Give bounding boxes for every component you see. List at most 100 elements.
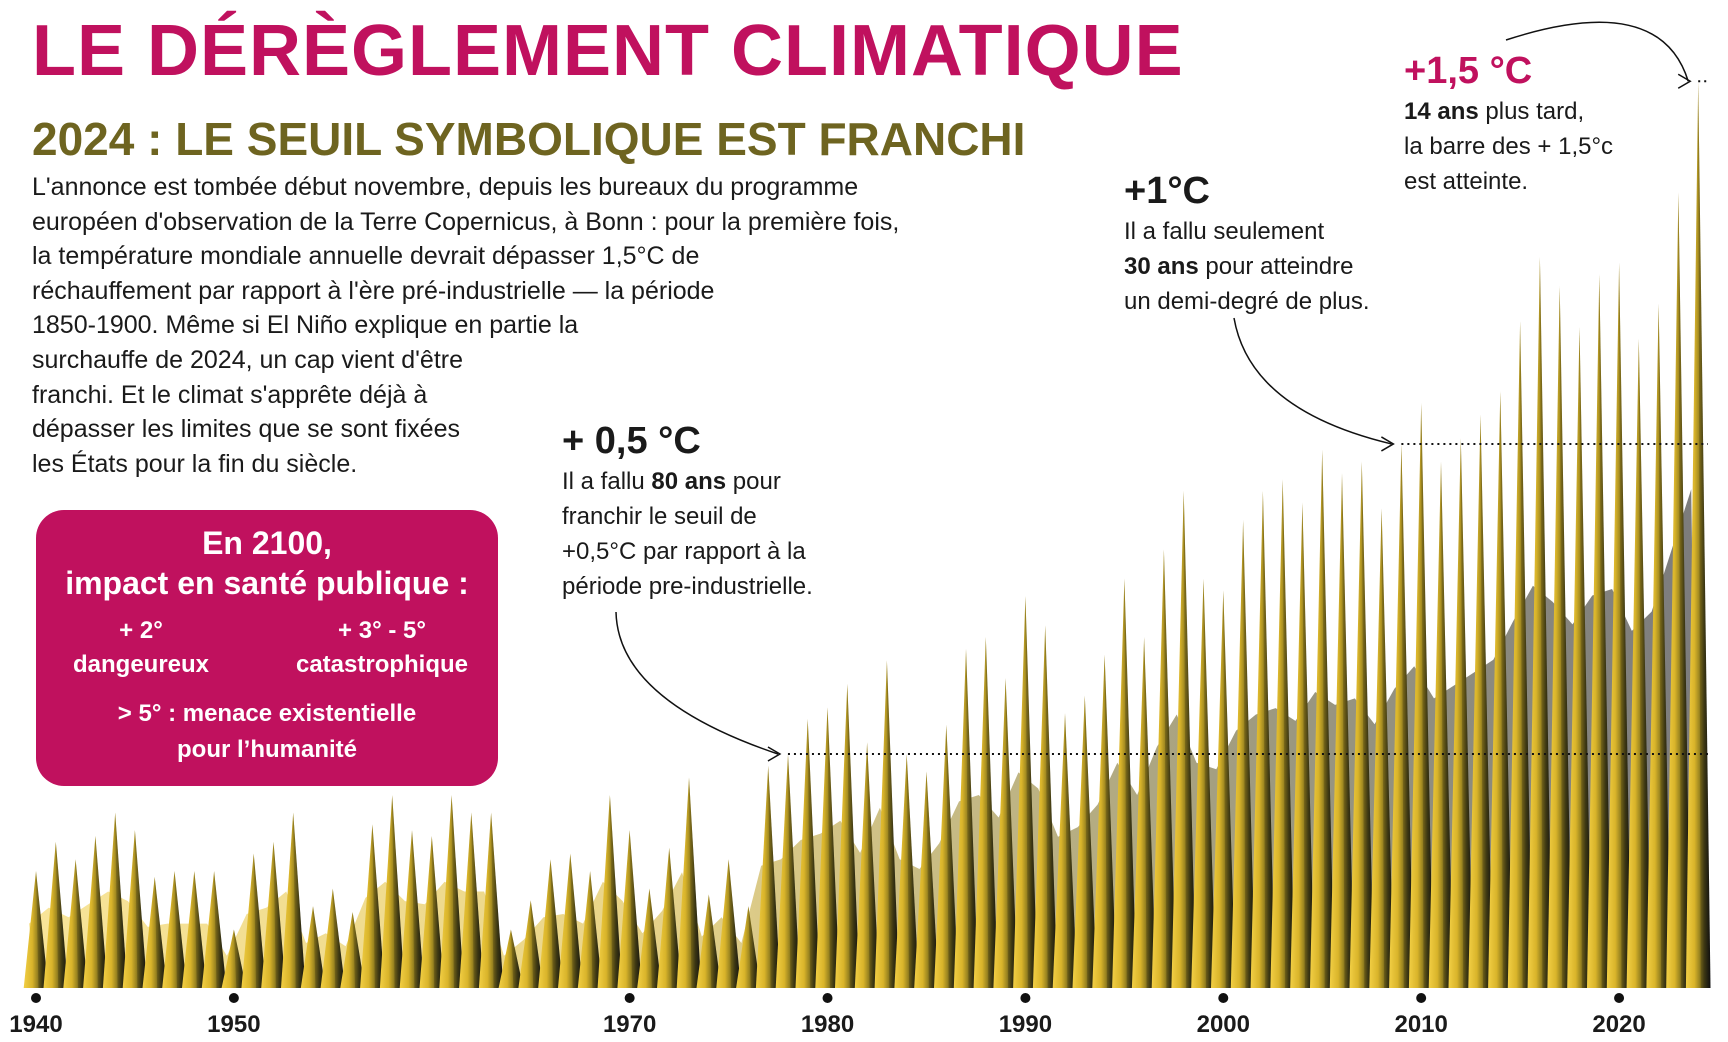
spike-shade-2003 [1282, 479, 1295, 988]
spike-2006 [1329, 473, 1355, 988]
spike-1995 [1112, 578, 1137, 988]
spike-1998 [1171, 490, 1196, 988]
annotation-arrow [1505, 21, 1689, 82]
annotation-half-degree-value: + 0,5 °C [562, 420, 701, 462]
box-col1-label: dangeureux [72, 651, 210, 678]
spike-1981 [835, 683, 860, 988]
box-col1-value: + 2° [119, 617, 163, 644]
spike-1975 [716, 859, 741, 988]
spike-shade-2011 [1441, 461, 1454, 988]
spike-shade-1994 [1104, 654, 1117, 988]
spike-shade-1950 [233, 929, 247, 988]
spike-2000 [1211, 590, 1236, 988]
spikes-layer [23, 81, 1711, 989]
spike-shade-1995 [1124, 578, 1137, 988]
spike-1957 [360, 824, 385, 988]
spike-shade-1978 [788, 754, 801, 988]
spike-shade-2007 [1361, 461, 1375, 988]
spike-1951 [241, 853, 266, 988]
spike-shade-1991 [1045, 625, 1058, 988]
spike-1999 [1191, 578, 1216, 988]
arrow-head-icon [1381, 436, 1395, 452]
spike-shade-1999 [1203, 578, 1216, 988]
spike-shade-2022 [1658, 303, 1671, 989]
spike-2013 [1468, 414, 1493, 988]
spike-1954 [300, 906, 326, 988]
intro-line: dépasser les limites que se sont fixées [32, 415, 460, 444]
spike-1992 [1052, 713, 1078, 988]
spike-shade-1944 [115, 812, 128, 988]
spike-1973 [676, 777, 702, 988]
spike-2023 [1666, 192, 1691, 988]
box-bottom-line2: pour l’humanité [177, 736, 357, 763]
x-tick-dot [822, 993, 833, 1003]
x-tick-label: 1990 [999, 1011, 1052, 1038]
spike-2007 [1349, 461, 1375, 988]
spike-shade-1960 [431, 835, 444, 988]
spike-2003 [1270, 479, 1295, 988]
spike-1953 [281, 812, 306, 988]
spike-1963 [478, 812, 504, 988]
spike-shade-1983 [886, 660, 900, 988]
spike-shade-1992 [1065, 713, 1078, 988]
spike-2008 [1369, 508, 1394, 988]
spike-2011 [1428, 461, 1454, 988]
spike-shade-2016 [1539, 256, 1553, 988]
thresholds-layer [615, 21, 1708, 762]
spike-1972 [657, 847, 682, 988]
spike-shade-2023 [1678, 192, 1691, 988]
arrow-head-icon [767, 746, 782, 762]
spike-2015 [1507, 321, 1533, 989]
spike-shade-2009 [1401, 443, 1414, 988]
intro-line: la température mondiale annuelle devrait… [32, 242, 700, 271]
spike-shade-1941 [55, 841, 69, 988]
x-tick-label: 1970 [603, 1011, 656, 1038]
box-col2-value: + 3° - 5° [338, 617, 426, 644]
spike-shade-1943 [95, 835, 108, 988]
annotation-half-degree: + 0,5 °C Il a fallu 80 ans pour franchir… [562, 418, 813, 604]
spike-shade-1957 [372, 824, 385, 988]
spike-shade-1962 [471, 812, 484, 988]
spike-1941 [43, 841, 69, 988]
spike-shade-2010 [1421, 403, 1434, 988]
annotation-one-half-degree-line: est atteinte. [1404, 168, 1529, 195]
annotation-one-half-degree-line: 14 ans plus tard, [1404, 98, 1585, 125]
annotation-one-half-degree: +1,5 °C 14 ans plus tard, la barre des +… [1404, 48, 1613, 199]
spike-1948 [182, 871, 207, 988]
spike-shade-1987 [966, 648, 979, 988]
spike-1942 [63, 859, 88, 988]
spike-shade-1947 [174, 871, 187, 988]
spike-1952 [261, 841, 286, 988]
x-tick-dot [1614, 993, 1625, 1003]
spike-shade-1964 [510, 929, 524, 988]
box-col2-label: catastrophique [295, 651, 469, 678]
spike-1950 [221, 929, 247, 988]
annotation-half-degree-line: +0,5°C par rapport à la [562, 538, 806, 565]
spike-shade-1988 [985, 637, 999, 988]
spike-1984 [894, 754, 919, 988]
spike-shade-1985 [926, 771, 939, 988]
spike-1943 [83, 835, 108, 988]
spike-2019 [1587, 274, 1612, 988]
spike-1976 [736, 906, 761, 988]
x-tick-dot [1020, 993, 1031, 1003]
annotation-one-half-degree-line: la barre des + 1,5°c [1404, 133, 1614, 160]
spike-2009 [1389, 443, 1414, 988]
intro-line: réchauffement par rapport à l'ère pré-in… [32, 276, 715, 305]
intro-line: les États pour la fin du siècle. [32, 449, 358, 478]
x-tick-label: 2020 [1592, 1011, 1645, 1038]
spike-1991 [1032, 625, 1058, 988]
spike-shade-1951 [253, 853, 266, 988]
spike-2022 [1646, 303, 1671, 989]
spike-shade-2015 [1520, 321, 1533, 989]
spike-shade-1945 [134, 830, 148, 988]
spike-1970 [617, 830, 642, 988]
spike-1989 [993, 678, 1018, 988]
intro-line: 1850-1900. Même si El Niño explique en p… [32, 311, 579, 340]
spike-shade-2008 [1381, 508, 1394, 988]
spike-1967 [558, 853, 583, 988]
spike-1949 [201, 871, 227, 988]
spike-shade-2024 [1698, 81, 1711, 989]
spike-2001 [1230, 520, 1256, 988]
